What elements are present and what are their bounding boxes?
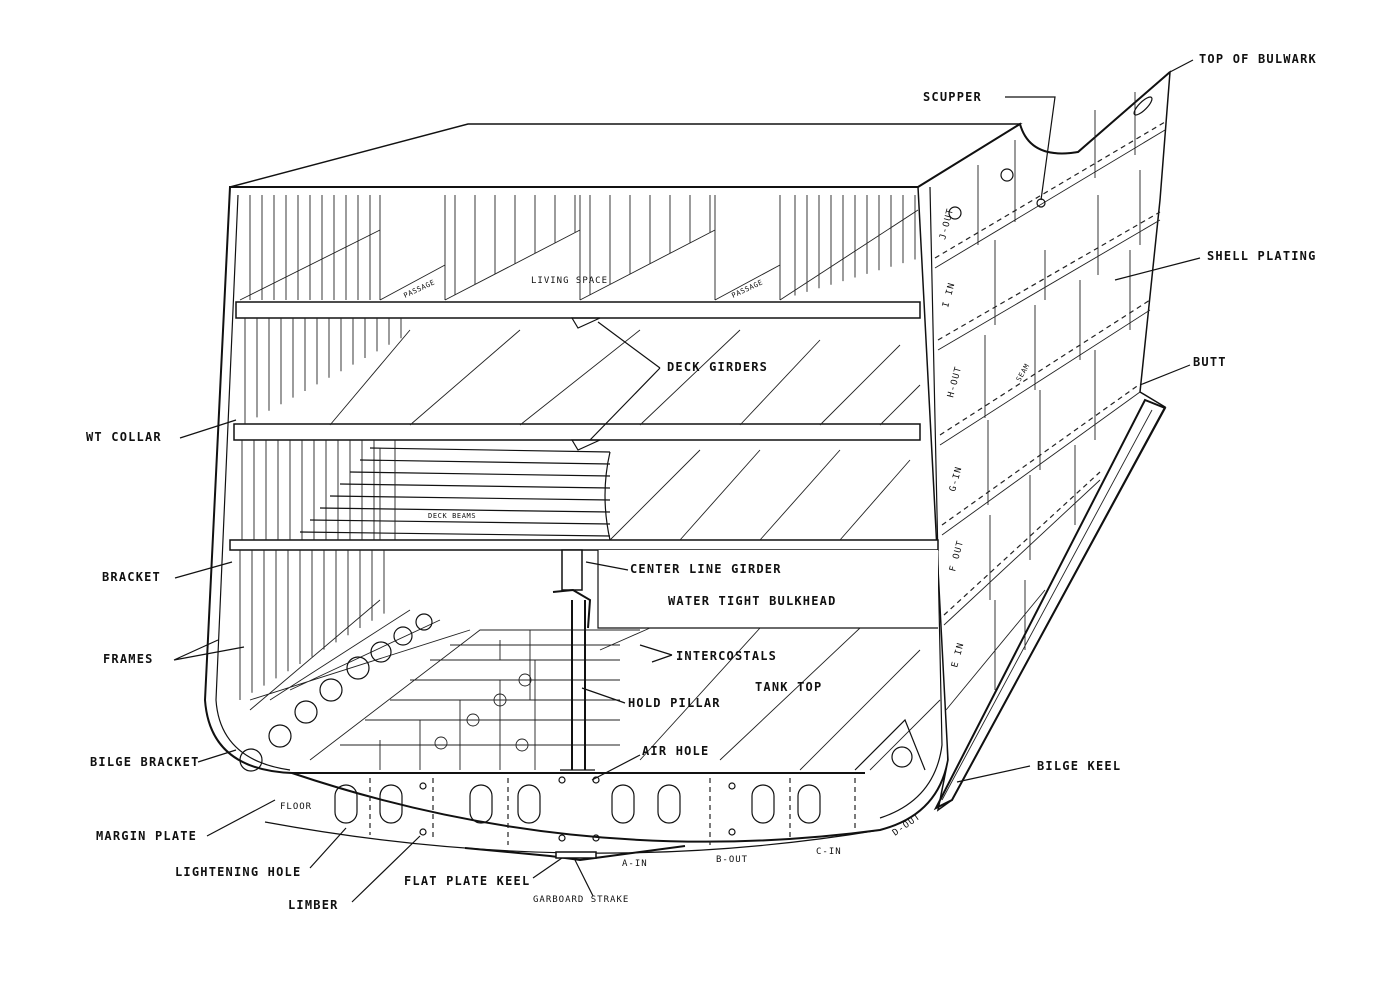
label-shell-plating: SHELL PLATING — [1207, 249, 1317, 263]
lightening-hole-icon — [469, 784, 493, 824]
flat-plate-keel-shape — [464, 845, 686, 862]
label-bilge-bracket: BILGE BRACKET — [90, 755, 200, 769]
frames-stiffeners — [239, 195, 916, 700]
lightening-hole-icon — [334, 784, 358, 824]
label-scupper: SCUPPER — [923, 90, 982, 104]
living-space-zone — [239, 195, 919, 301]
hull-structure — [203, 70, 1171, 862]
decks — [229, 301, 939, 551]
strake-a-in: A-IN — [622, 859, 648, 869]
deck-beams-zone — [299, 440, 611, 541]
bulwark-port-icon — [1133, 96, 1153, 116]
label-water-tight-bulkhead: WATER TIGHT BULKHEAD — [668, 594, 837, 608]
lightening-hole-icon — [797, 784, 821, 824]
lightening-hole-icon — [517, 784, 541, 824]
lightening-hole-icon — [611, 784, 635, 824]
third-deck — [229, 539, 939, 551]
label-deck-beams: DECK BEAMS — [428, 512, 476, 520]
strake-c-in: C-IN — [816, 847, 842, 857]
label-bracket: BRACKET — [102, 570, 161, 584]
label-garboard-strake: GARBOARD STRAKE — [533, 895, 629, 905]
label-living-space: LIVING SPACE — [531, 276, 608, 286]
label-bilge-keel: BILGE KEEL — [1037, 759, 1121, 773]
label-deck-girders: DECK GIRDERS — [667, 360, 768, 374]
bilge-keel-shape — [933, 398, 1167, 811]
hold-zone — [239, 550, 941, 772]
upper-deck-top — [229, 123, 1023, 188]
label-lightening-hole: LIGHTENING HOLE — [175, 865, 301, 879]
leader-lines — [173, 59, 1201, 903]
label-flat-plate-keel: FLAT PLATE KEEL — [404, 874, 530, 888]
label-butt: BUTT — [1193, 355, 1227, 369]
label-limber: LIMBER — [288, 898, 339, 912]
lightening-hole-icon — [657, 784, 681, 824]
label-intercostals: INTERCOSTALS — [676, 649, 777, 663]
floor — [264, 772, 881, 862]
labels: TOP OF BULWARK SCUPPER SHELL PLATING BUT… — [86, 52, 1317, 912]
center-girder-pillar — [552, 549, 595, 771]
label-air-hole: AIR HOLE — [642, 744, 709, 758]
shell-plating-side — [917, 70, 1171, 812]
label-hold-pillar: HOLD PILLAR — [628, 696, 721, 710]
upper-deck — [235, 301, 921, 319]
label-center-line-girder: CENTER LINE GIRDER — [630, 562, 782, 576]
strake-b-out: B-OUT — [716, 855, 748, 865]
side-port-icon — [1000, 168, 1014, 182]
label-frames: FRAMES — [103, 652, 154, 666]
label-top-of-bulwark: TOP OF BULWARK — [1199, 52, 1317, 66]
label-floor: FLOOR — [280, 802, 312, 812]
side-port-icon — [948, 206, 962, 220]
label-margin-plate: MARGIN PLATE — [96, 829, 197, 843]
lightening-hole-icon — [379, 784, 403, 824]
lightening-hole-icon — [751, 784, 775, 824]
label-passage-left: PASSAGE — [402, 278, 436, 299]
section-outline — [203, 186, 950, 843]
label-wt-collar: WT COLLAR — [86, 430, 162, 444]
second-deck — [233, 423, 921, 441]
label-tank-top: TANK TOP — [755, 680, 822, 694]
